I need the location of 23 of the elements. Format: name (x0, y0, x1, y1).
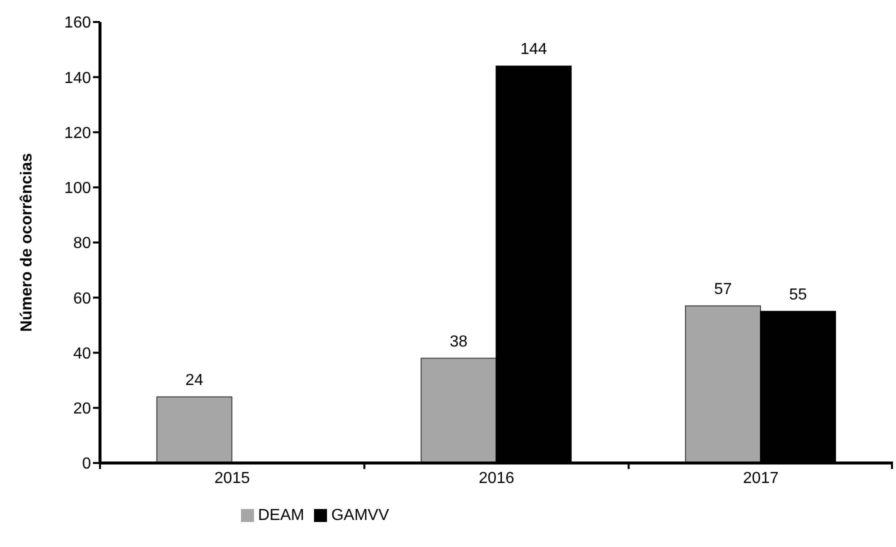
x-tick-label: 2016 (478, 470, 514, 487)
y-tick-label: 60 (73, 290, 92, 308)
y-tick-label: 40 (73, 345, 92, 362)
bar (685, 305, 761, 463)
x-tick-label: 2017 (743, 470, 779, 487)
y-tick-label: 20 (73, 400, 92, 418)
y-tick-label: 80 (73, 235, 92, 252)
y-tick-label: 0 (82, 456, 92, 473)
data-label: 57 (714, 280, 732, 298)
legend-label: DEAM (258, 507, 304, 524)
y-tick-label: 100 (64, 180, 92, 198)
data-label: 144 (520, 41, 548, 58)
x-tick-label: 2015 (214, 470, 250, 487)
data-label: 24 (185, 372, 204, 389)
bar (156, 396, 232, 463)
y-axis-title: Número de ocorrências (18, 153, 36, 332)
y-tick-label: 160 (64, 14, 92, 32)
legend-label: GAMVV (331, 507, 390, 524)
y-tick-label: 140 (64, 70, 92, 87)
bar (420, 358, 497, 463)
y-tick-label: 120 (64, 124, 92, 142)
data-label: 38 (450, 333, 468, 350)
data-label: 55 (789, 286, 807, 304)
